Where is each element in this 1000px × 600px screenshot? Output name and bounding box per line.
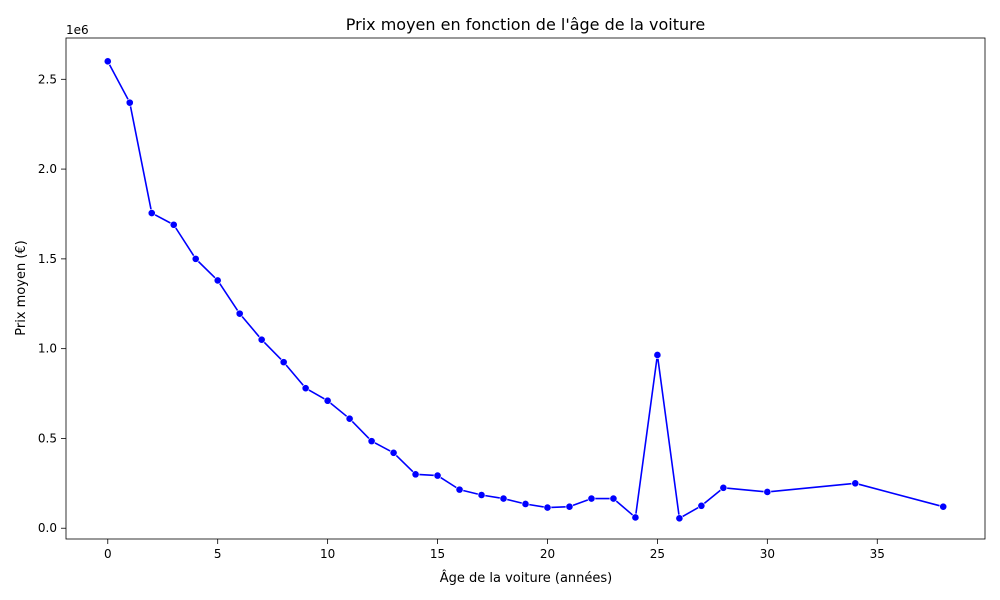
x-tick-label: 20 — [540, 547, 555, 561]
x-tick-label: 10 — [320, 547, 335, 561]
data-point — [499, 494, 508, 503]
data-point — [631, 513, 640, 522]
data-point — [653, 351, 662, 359]
data-point — [257, 335, 266, 344]
data-point — [587, 494, 596, 503]
data-point — [521, 500, 530, 508]
data-point — [213, 276, 222, 285]
x-tick-label: 5 — [214, 547, 222, 561]
plot-frame — [65, 37, 986, 540]
data-point — [191, 254, 200, 263]
data-point — [323, 396, 332, 405]
series-line — [107, 60, 944, 520]
x-axis-label: Âge de la voiture (années) — [440, 570, 613, 586]
y-tick-label: 1.5 — [38, 252, 57, 266]
data-point — [389, 448, 398, 457]
y-tick-label: 0.0 — [38, 521, 57, 535]
y-tick-label: 1.0 — [38, 342, 57, 356]
data-point — [565, 502, 574, 511]
data-point — [345, 414, 354, 423]
data-point — [279, 358, 288, 367]
data-point — [411, 470, 420, 479]
y-tick-label: 2.0 — [38, 162, 57, 176]
data-point — [719, 483, 728, 492]
y-tick-label: 2.5 — [38, 72, 57, 86]
data-point — [477, 491, 486, 499]
x-tick-label: 25 — [650, 547, 665, 561]
data-point — [763, 488, 772, 496]
data-point — [697, 501, 706, 510]
y-offset-label: 1e6 — [66, 23, 89, 37]
data-point — [125, 98, 134, 107]
y-axis-label: Prix moyen (€) — [14, 240, 29, 336]
chart-title: Prix moyen en fonction de l'âge de la vo… — [346, 15, 705, 34]
data-point — [235, 309, 244, 318]
x-tick-label: 35 — [870, 547, 885, 561]
data-point — [543, 503, 552, 512]
data-point — [675, 514, 684, 523]
data-point — [169, 220, 178, 229]
data-point — [103, 57, 112, 66]
data-point — [609, 494, 618, 503]
data-point — [147, 209, 156, 217]
plot-area: 0 5 10 15 20 25 30 35 0.0 0.5 1.0 1.5 2.0 2.5 — [38, 37, 986, 561]
x-tick-label: 15 — [430, 547, 445, 561]
data-point — [301, 384, 310, 393]
data-point — [939, 502, 948, 511]
data-point — [367, 437, 376, 446]
data-point — [433, 471, 442, 480]
data-point — [851, 479, 860, 488]
y-tick-label: 0.5 — [38, 431, 57, 445]
x-tick-label: 0 — [104, 547, 112, 561]
x-tick-label: 30 — [760, 547, 775, 561]
data-point — [455, 485, 464, 494]
